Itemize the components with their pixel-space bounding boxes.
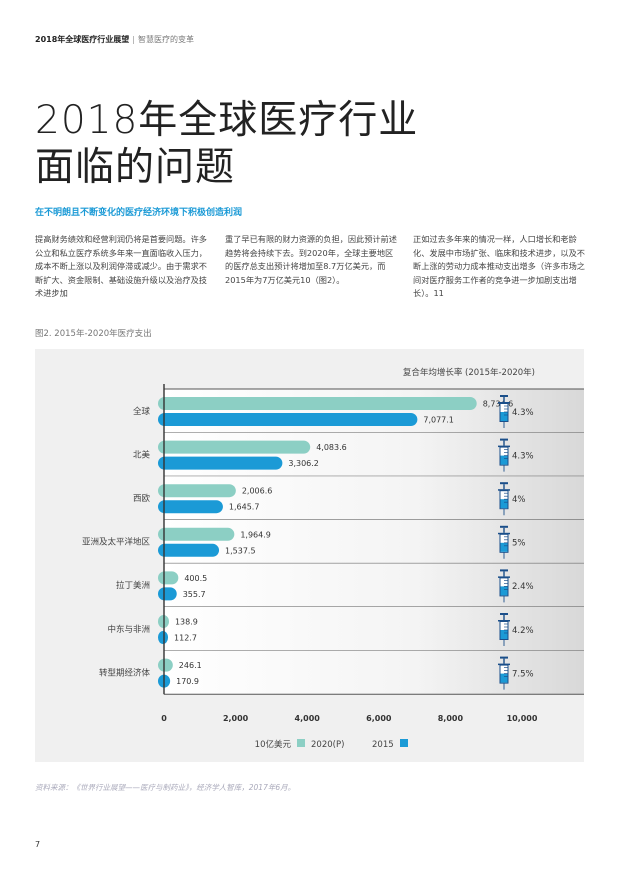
page-header: 2018年全球医疗行业展望 | 智慧医疗的变革 [35, 34, 194, 45]
chart-row-bg [164, 650, 584, 695]
bar-value-label: 4,083.6 [316, 443, 347, 452]
legend-swatch-2015 [400, 739, 408, 747]
bar-value-label: 1,964.9 [240, 530, 271, 539]
bar-2015-3 [158, 543, 220, 557]
page-title-line-2: 面临的问题 [35, 145, 236, 190]
cagr-value: 2.4% [512, 582, 534, 592]
bar-2015-4 [158, 587, 177, 601]
page-title-line-1: 2018年全球医疗行业 [35, 98, 419, 143]
category-label: 中东与非洲 [107, 624, 150, 635]
x-tick-label: 8,000 [438, 714, 464, 723]
bar-value-label: 7,077.1 [423, 416, 454, 425]
section-subtitle: 在不明朗且不断变化的医疗经济环境下积极创造利润 [35, 208, 243, 218]
bar-value-label: 1,537.5 [225, 546, 256, 555]
bar-value-label: 138.9 [175, 618, 198, 627]
bar-2020p-0 [158, 397, 477, 410]
syringe-icon [498, 395, 510, 428]
category-label: 转型期经济体 [99, 667, 151, 678]
bar-value-label: 1,645.7 [229, 503, 260, 512]
bar-value-label: 246.1 [179, 661, 202, 670]
cagr-value: 4.2% [512, 626, 534, 636]
bar-2015-1 [158, 456, 283, 470]
legend-swatch-2020 [297, 739, 305, 747]
body-column-3: 正如过去多年来的情况一样，人口增长和老龄化、发展中市场扩张、临床和技术进步，以及… [413, 234, 585, 299]
x-tick-label: 0 [161, 714, 167, 723]
syringe-icon [498, 525, 510, 559]
cagr-header: 复合年均增长率 (2015年-2020年) [403, 367, 535, 378]
figure-title: 图2. 2015年-2020年医疗支出 [35, 329, 152, 339]
cagr-value: 4.3% [512, 451, 534, 461]
bar-2015-2 [158, 500, 223, 514]
body-column-1: 提高财务绩效和经营利润仍将是首要问题。许多公立和私立医疗系统多年来一直面临收入压… [35, 234, 207, 299]
header-title: 2018年全球医疗行业展望 [35, 35, 130, 44]
x-tick-label: 2,000 [223, 714, 249, 723]
header-separator: | [132, 35, 135, 44]
category-label: 拉丁美洲 [116, 580, 150, 591]
bar-2020p-3 [158, 527, 235, 541]
bar-2015-0 [158, 413, 418, 426]
bar-value-label: 400.5 [184, 574, 207, 583]
bar-2020p-2 [158, 484, 236, 498]
x-tick-label: 10,000 [507, 714, 538, 723]
syringe-icon [498, 569, 510, 603]
syringe-icon [498, 613, 510, 646]
category-label: 北美 [133, 449, 151, 460]
category-label: 全球 [133, 406, 151, 417]
cagr-value: 4% [512, 495, 526, 505]
legend-label-2015: 2015 [372, 740, 394, 750]
body-column-2: 重了早已有限的财力资源的负担，因此预计前述趋势将会持续下去。到2020年，全球主… [225, 234, 397, 285]
x-tick-label: 4,000 [295, 714, 321, 723]
chart-panel: 全球 8,734.6 7,077.1 4.3% 北美 4,083.6 3,306.2 4.3%… [35, 349, 584, 762]
chart-row-bg [164, 607, 584, 651]
bar-2015-5 [158, 631, 169, 644]
header-subtitle: 智慧医疗的变革 [137, 35, 194, 44]
page-number: 7 [35, 840, 41, 849]
x-tick-label: 6,000 [366, 714, 392, 723]
page-title: 2018年全球医疗行业 面临的问题 [35, 97, 418, 191]
bar-value-label: 170.9 [176, 677, 199, 686]
cagr-value: 7.5% [512, 669, 534, 679]
syringe-icon [498, 482, 510, 516]
bar-value-label: 8,734.6 [483, 400, 514, 409]
legend-label-2020: 2020(P) [311, 740, 344, 750]
category-label: 西欧 [133, 493, 151, 504]
cagr-value: 4.3% [512, 408, 534, 418]
chart-row-bg [164, 519, 584, 564]
bar-value-label: 2,006.6 [242, 487, 273, 496]
syringe-icon [498, 656, 510, 690]
source-note: 资料来源：《世界行业展望——医疗与制药业》，经济学人智库，2017年6月。 [35, 783, 296, 792]
bar-value-label: 355.7 [183, 590, 206, 599]
legend-unit: 10亿美元 [255, 739, 292, 750]
chart-legend: 10亿美元 2020(P) 2015 [255, 739, 408, 750]
bar-2020p-1 [158, 440, 311, 454]
cagr-value: 5% [512, 539, 526, 549]
bar-2020p-4 [158, 571, 179, 585]
bar-2020p-6 [158, 658, 173, 672]
syringe-icon [498, 438, 510, 472]
category-label: 亚洲及太平洋地区 [82, 537, 151, 548]
bar-value-label: 3,306.2 [288, 459, 319, 468]
chart-row-bg [164, 476, 584, 520]
bar-value-label: 112.7 [174, 634, 197, 643]
spending-bar-chart: 全球 8,734.6 7,077.1 4.3% 北美 4,083.6 3,306.2 4.3%… [82, 367, 584, 750]
chart-row-bg [164, 563, 584, 607]
